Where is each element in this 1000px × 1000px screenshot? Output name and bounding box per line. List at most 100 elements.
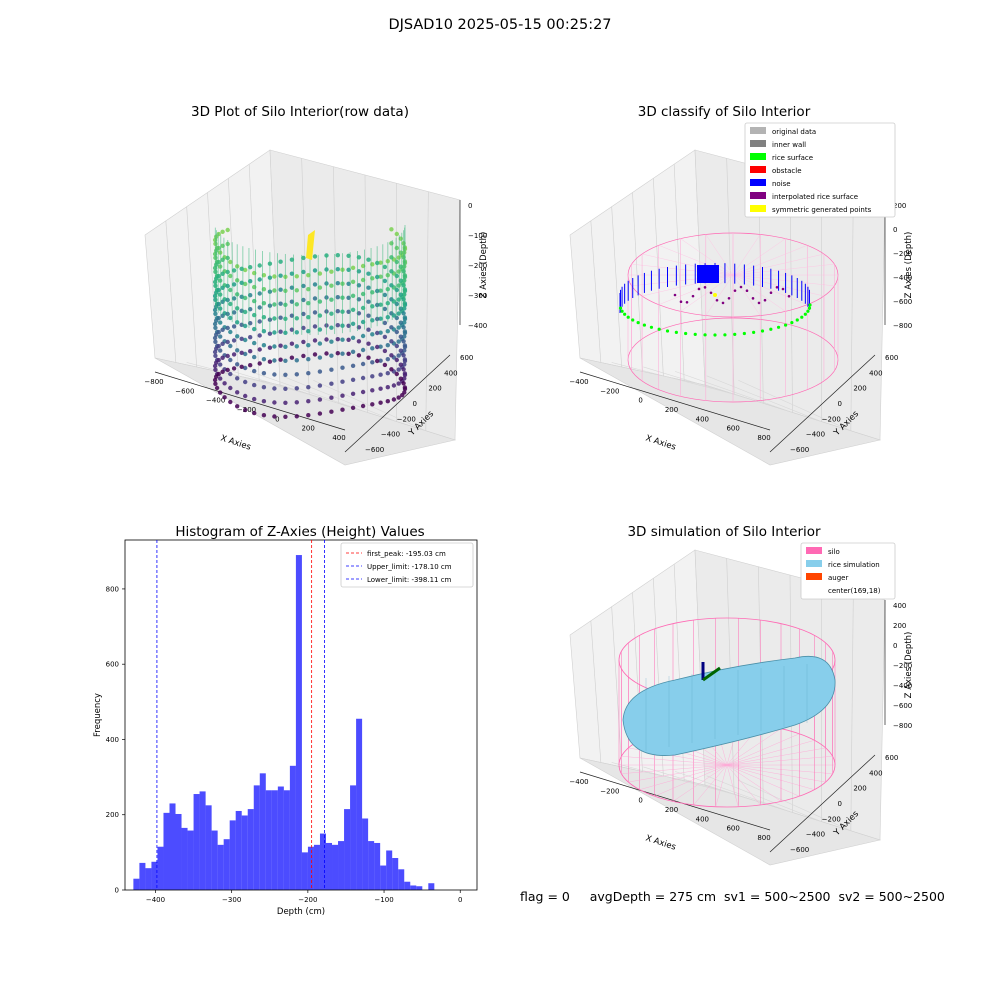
scatter-point (398, 376, 403, 381)
scatter-point (385, 399, 390, 404)
scatter-point (248, 335, 253, 340)
panel2-3d-plot: −400−2000200400600800−600−400−2000200400… (569, 122, 914, 466)
scatter-point (378, 274, 383, 279)
scatter-point (301, 311, 306, 317)
x-tick-label: −100 (374, 896, 393, 904)
legend-label: obstacle (772, 167, 802, 175)
scatter-point (231, 324, 237, 329)
histogram-bar (307, 846, 314, 890)
scatter-point (402, 385, 408, 390)
scatter-point (278, 273, 283, 278)
scatter-point (378, 386, 383, 391)
scatter-point (220, 327, 225, 332)
rice-surface-point (713, 333, 717, 337)
scatter-point (370, 374, 375, 379)
silo-wire (732, 274, 786, 312)
rice-surface-point (795, 318, 799, 322)
scatter-point (225, 227, 230, 233)
scatter-point (394, 287, 399, 293)
plot-frame (124, 539, 478, 891)
rice-surface-point (760, 329, 765, 333)
silo-wire (726, 764, 782, 802)
scatter-point (243, 407, 248, 413)
scatter-point (218, 306, 223, 311)
scatter-point (261, 343, 267, 348)
legend-label: symmetric generated points (772, 206, 872, 214)
scatter-points (212, 225, 408, 419)
legend-swatch (750, 127, 766, 134)
histogram-bar (175, 813, 182, 890)
scatter-point (278, 287, 283, 292)
scatter-point (294, 372, 299, 377)
silo-wire (726, 764, 815, 790)
scatter-point (394, 231, 399, 237)
scatter-point (375, 344, 380, 350)
scatter-point (389, 297, 394, 302)
scatter-point (340, 379, 345, 384)
scatter-point (375, 358, 380, 364)
scatter-point (243, 351, 248, 357)
scatter-point (257, 333, 262, 338)
panel4-title: 3D simulation of Silo Interior (627, 524, 821, 540)
silo-wire (639, 764, 728, 790)
rice-surface-point (776, 325, 781, 329)
scatter-point (252, 354, 257, 360)
silo-wire (680, 238, 734, 276)
scatter-point (350, 349, 356, 354)
legend-swatch (750, 205, 766, 212)
scatter-point (329, 325, 334, 330)
interp-point (775, 286, 779, 289)
scatter-point (389, 241, 394, 246)
silo-wire (726, 728, 782, 766)
y-tick-label: −600 (790, 846, 809, 854)
scatter-point (257, 319, 262, 324)
legend-swatch (806, 560, 822, 567)
histogram-bar (253, 785, 260, 890)
scatter-point (350, 405, 356, 410)
interp-point (709, 291, 713, 295)
x-tick-label: −600 (175, 387, 194, 395)
y-tick-label: 400 (444, 369, 457, 377)
z-tick-label: −100 (468, 232, 487, 240)
scatter-point (396, 367, 401, 372)
scatter-point (272, 288, 277, 293)
scatter-point (301, 297, 306, 303)
scatter-point (366, 271, 371, 276)
symmetric-point (713, 293, 717, 297)
scatter-point (370, 332, 375, 337)
scatter-point (213, 367, 218, 372)
scatter-point (312, 296, 318, 301)
y-tick-label: 600 (460, 354, 473, 362)
histogram-bar (386, 850, 393, 890)
sv2-text: sv2 = 500~2500 (838, 889, 945, 904)
scatter-point (312, 324, 318, 329)
scatter-point (396, 353, 401, 358)
scatter-point (218, 292, 223, 297)
scatter-point (329, 409, 334, 414)
grid-line (425, 191, 429, 431)
histogram-bar (271, 790, 278, 890)
scatter-point (248, 349, 253, 354)
scatter-point (231, 296, 237, 301)
x-tick-label: −200 (600, 787, 619, 795)
y-tick-label: 400 (869, 769, 882, 777)
scatter-point (267, 359, 273, 364)
scatter-point (312, 338, 318, 343)
scatter-point (317, 327, 323, 332)
sv1-text: sv1 = 500~2500 (724, 889, 831, 904)
rice-surface-point (649, 325, 654, 329)
scatter-point (306, 357, 311, 362)
scatter-point (335, 309, 340, 314)
histogram-bar (350, 785, 357, 890)
rice-simulation-surface (622, 655, 836, 756)
scatter-point (340, 407, 345, 412)
scatter-point (261, 385, 267, 390)
scatter-point (306, 413, 311, 418)
scatter-point (289, 341, 295, 346)
noise-cluster (697, 265, 719, 283)
histogram-bar (265, 790, 272, 890)
silo-wire (726, 747, 826, 766)
scatter-point (261, 413, 267, 418)
scatter-point (220, 229, 225, 234)
interp-point (757, 301, 761, 305)
